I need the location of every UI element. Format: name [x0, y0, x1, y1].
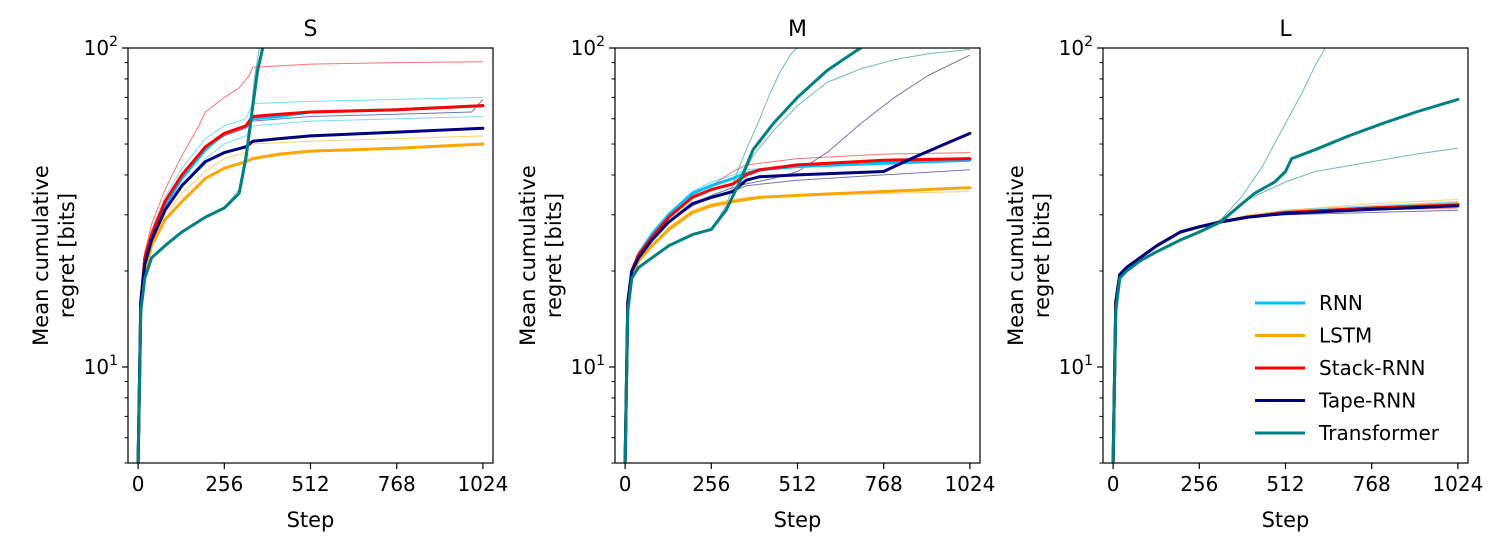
series-line-transformer — [136, 48, 265, 463]
y-tick-label: 102 — [84, 34, 118, 60]
legend-item-transformer: Transformer — [1255, 421, 1440, 445]
faint-line-transformer-5 — [624, 48, 798, 463]
legend: RNN LSTM Stack-RNN Tape-RNN Transformer — [1255, 291, 1440, 445]
x-tick-label: 256 — [1180, 472, 1218, 496]
faint-line-tape-rnn-4 — [624, 169, 970, 463]
y-tick-label: 101 — [571, 353, 605, 379]
faint-line-rnn-0 — [624, 158, 970, 463]
faint-line-stack-rnn-2 — [624, 152, 970, 463]
x-tick-label: 768 — [865, 472, 903, 496]
legend-item-tape-rnn: Tape-RNN — [1255, 389, 1416, 413]
y-tick-label: 101 — [84, 353, 118, 379]
x-tick-label: 0 — [132, 472, 145, 496]
faint-line-transformer-6 — [624, 48, 970, 463]
legend-item-rnn: RNN — [1255, 291, 1363, 315]
legend-label: Tape-RNN — [1318, 389, 1416, 413]
x-tick-label: 256 — [205, 472, 243, 496]
series-line-rnn — [623, 158, 972, 463]
series-line-lstm — [136, 142, 485, 463]
panel-m: 0 256 512 768 1024 101 102 M Step Mean cumulative… — [516, 17, 995, 532]
legend-label: LSTM — [1319, 324, 1372, 348]
panel-title: L — [1279, 17, 1292, 42]
legend-item-lstm: LSTM — [1255, 324, 1372, 348]
faint-line-lstm-1 — [624, 191, 970, 463]
x-tick-label: 256 — [692, 472, 730, 496]
x-tick-label: 1024 — [1432, 472, 1483, 496]
series-line-lstm — [623, 186, 972, 463]
x-tick-label: 512 — [1266, 472, 1304, 496]
series-line-tape-rnn — [136, 126, 485, 463]
x-tick-label: 0 — [619, 472, 632, 496]
y-tick-label: 101 — [1059, 353, 1093, 379]
plot-area — [623, 48, 972, 463]
x-axis-label: Step — [774, 508, 822, 532]
y-tick-label: 102 — [571, 34, 605, 60]
faint-line-stack-rnn-3 — [137, 61, 483, 463]
x-tick-label: 512 — [291, 472, 329, 496]
series-line-transformer — [623, 48, 863, 463]
legend-label: Stack-RNN — [1319, 356, 1425, 380]
panel-l: 0 256 512 768 1024 101 102 L Step Mean cumulative… — [1004, 17, 1483, 532]
panel-title: S — [304, 17, 318, 42]
legend-item-stack-rnn: Stack-RNN — [1255, 356, 1425, 380]
axes-frame — [614, 47, 981, 464]
x-tick-label: 1024 — [457, 472, 508, 496]
x-axis-label: Step — [1262, 508, 1310, 532]
series-line-tape-rnn — [1111, 204, 1460, 463]
series-line-stack-rnn — [623, 157, 972, 463]
x-axis-label: Step — [287, 508, 335, 532]
y-tick-label: 102 — [1059, 34, 1093, 60]
y-axis-label: Mean cumulativeregret [bits] — [29, 165, 79, 346]
faint-line-tape-rnn-4 — [137, 99, 484, 463]
faint-line-tape-rnn-3 — [624, 54, 971, 463]
panel-s: 0 256 512 768 1024 101 102 S Step Mean cumulative… — [29, 17, 508, 532]
faint-line-transformer-5 — [1112, 147, 1458, 463]
axes-frame — [127, 47, 494, 464]
series-line-tape-rnn — [623, 131, 972, 463]
faint-line-lstm-2 — [137, 135, 483, 463]
x-tick-label: 768 — [1353, 472, 1391, 496]
plot-area — [136, 48, 485, 463]
x-tick-label: 1024 — [944, 472, 995, 496]
panel-title: M — [788, 17, 807, 42]
legend-label: RNN — [1319, 291, 1363, 315]
x-tick-label: 0 — [1107, 472, 1120, 496]
x-tick-label: 512 — [778, 472, 816, 496]
series-line-rnn — [136, 104, 485, 463]
series-line-stack-rnn — [136, 104, 485, 463]
x-tick-label: 768 — [378, 472, 416, 496]
series-line-transformer — [1111, 97, 1460, 463]
y-axis-label: Mean cumulativeregret [bits] — [1004, 165, 1054, 346]
plot-area — [1111, 48, 1460, 463]
legend-label: Transformer — [1318, 421, 1440, 445]
y-axis-label: Mean cumulativeregret [bits] — [516, 165, 566, 346]
